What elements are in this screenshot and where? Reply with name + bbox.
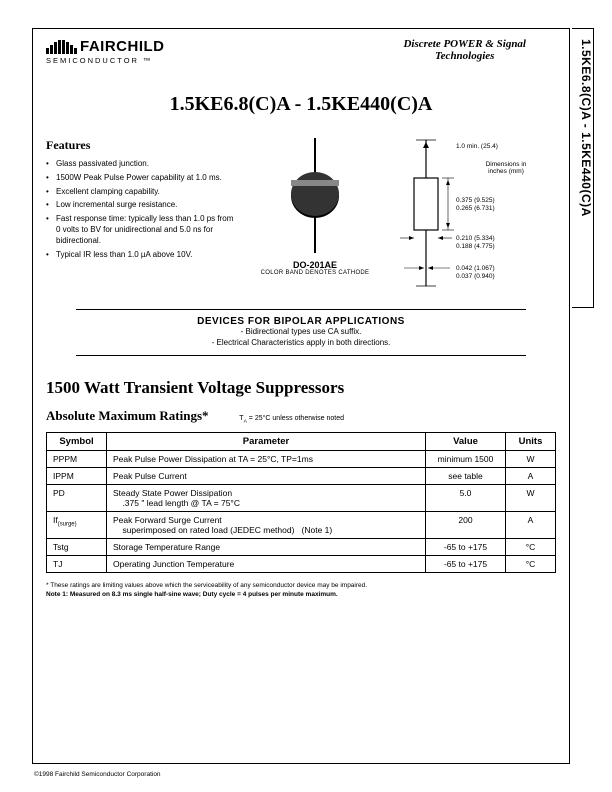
ratings-heading: Absolute Maximum Ratings* [46,408,209,423]
feature-item: Typical IR less than 1.0 µA above 10V. [46,250,236,261]
features-list: Glass passivated junction. 1500W Peak Pu… [46,159,236,260]
cell-symbol: Tstg [47,538,107,555]
bipolar-l1: - Bidirectional types use CA suffix. [84,327,518,338]
header-row: FAIRCHILD SEMICONDUCTOR ™ Discrete POWER… [46,38,556,65]
cell-value: -65 to +175 [426,538,506,555]
dim-lead: 1.0 min. (25.4) [456,143,498,150]
subtitle: 1500 Watt Transient Voltage Suppressors [46,378,556,398]
table-row: PPPMPeak Pulse Power Dissipation at TA =… [47,450,556,467]
cell-symbol: TJ [47,555,107,572]
features-heading: Features [46,138,236,153]
dim-dia1: 0.210 (5.334) [456,235,495,242]
cell-symbol: IPPM [47,467,107,484]
logo-block: FAIRCHILD SEMICONDUCTOR ™ [46,38,165,65]
logo-bars-icon [46,40,77,54]
dim-note: Dimensions in inches (mm) [476,161,536,175]
cell-unit: A [506,511,556,538]
bipolar-head: DEVICES FOR BIPOLAR APPLICATIONS [84,316,518,327]
cell-value: see table [426,467,506,484]
feature-item: Glass passivated junction. [46,159,236,170]
side-tab-title: 1.5KE6.8(C)A - 1.5KE440(C)A [572,28,594,308]
cell-unit: W [506,484,556,511]
tagline-l2: Technologies [403,50,526,62]
footnote-n1: Note 1: Measured on 8.3 ms single half-s… [46,590,556,599]
feature-item: Fast response time: typically less than … [46,214,236,246]
cell-param: Peak Pulse Current [107,467,426,484]
cell-value: minimum 1500 [426,450,506,467]
feature-item: Excellent clamping capability. [46,187,236,198]
cell-param: Operating Junction Temperature [107,555,426,572]
dim-body1: 0.375 (9.525) [456,197,495,204]
cell-unit: A [506,467,556,484]
cell-symbol: If(surge) [47,511,107,538]
bipolar-box: DEVICES FOR BIPOLAR APPLICATIONS - Bidir… [76,309,526,356]
cell-param: Peak Forward Surge Current superimposed … [107,511,426,538]
table-row: IPPMPeak Pulse Currentsee tableA [47,467,556,484]
feature-item: Low incremental surge resistance. [46,200,236,211]
footnotes: * These ratings are limiting values abov… [46,581,556,599]
dim-leadd2: 0.037 (0.940) [456,273,495,280]
ratings-condition: TA = 25°C unless otherwise noted [239,415,344,422]
footnote-ast: * These ratings are limiting values abov… [46,581,556,590]
cell-unit: °C [506,555,556,572]
cell-symbol: PD [47,484,107,511]
col-parameter: Parameter [107,432,426,450]
page-title: 1.5KE6.8(C)A - 1.5KE440(C)A [46,93,556,116]
header-tagline: Discrete POWER & Signal Technologies [403,38,526,62]
cell-symbol: PPPM [47,450,107,467]
package-name: DO-201AE [250,260,380,270]
package-note: COLOR BAND DENOTES CATHODE [250,270,380,276]
dim-body2: 0.265 (6.731) [456,205,495,212]
cell-value: 200 [426,511,506,538]
cell-value: -65 to +175 [426,555,506,572]
ratings-table: Symbol Parameter Value Units PPPMPeak Pu… [46,432,556,573]
bipolar-l2: - Electrical Characteristics apply in bo… [84,338,518,349]
table-row: TstgStorage Temperature Range-65 to +175… [47,538,556,555]
package-drawing-icon [260,138,370,253]
cell-param: Peak Pulse Power Dissipation at TA = 25°… [107,450,426,467]
content: FAIRCHILD SEMICONDUCTOR ™ Discrete POWER… [46,38,556,752]
cell-unit: °C [506,538,556,555]
logo-sub: SEMICONDUCTOR ™ [46,56,165,65]
cell-unit: W [506,450,556,467]
logo-brand: FAIRCHILD [80,38,165,55]
cell-value: 5.0 [426,484,506,511]
table-row: PDSteady State Power Dissipation .375 " … [47,484,556,511]
tagline-l1: Discrete POWER & Signal [403,38,526,50]
table-row: If(surge)Peak Forward Surge Current supe… [47,511,556,538]
table-row: TJOperating Junction Temperature-65 to +… [47,555,556,572]
col-units: Units [506,432,556,450]
cell-param: Steady State Power Dissipation .375 " le… [107,484,426,511]
dim-dia2: 0.188 (4.775) [456,243,495,250]
copyright: ©1998 Fairchild Semiconductor Corporatio… [34,771,161,778]
dim-leadd1: 0.042 (1.067) [456,265,495,272]
col-symbol: Symbol [47,432,107,450]
feature-item: 1500W Peak Pulse Power capability at 1.0… [46,173,236,184]
col-value: Value [426,432,506,450]
cell-param: Storage Temperature Range [107,538,426,555]
